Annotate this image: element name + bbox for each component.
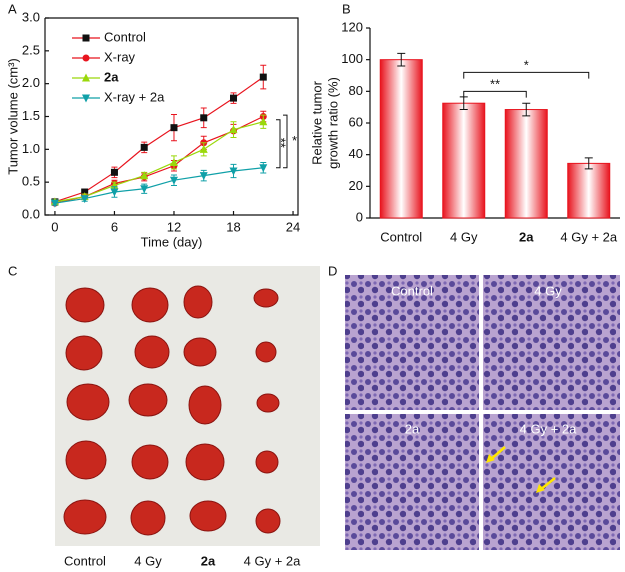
series-line: [54, 76, 264, 203]
marker: [50, 199, 59, 208]
photo-label: 2a: [201, 553, 216, 568]
significance-bracket: [276, 114, 288, 169]
bar: [442, 102, 486, 219]
x-tick-label: 12: [167, 219, 181, 234]
y-axis-label: Tumor volume (cm³): [5, 58, 20, 175]
significance: *: [292, 133, 297, 148]
series-line: [54, 121, 264, 203]
y-tick-label: 0.0: [22, 206, 40, 221]
histology-label: 2a: [405, 421, 420, 436]
y-axis-label: Relative tumor: [309, 80, 324, 164]
y-tick-label: 20: [349, 178, 363, 193]
y-tick-label: 0.5: [22, 174, 40, 189]
marker: [140, 143, 148, 151]
y-tick-label: 120: [341, 19, 363, 34]
marker: [230, 94, 238, 102]
marker: [259, 117, 268, 126]
marker: [110, 168, 118, 176]
y-tick-label: 80: [349, 83, 363, 98]
histology-label: Control: [391, 283, 433, 298]
marker: [259, 164, 268, 173]
y-tick-label: 3.0: [22, 9, 40, 24]
marker: [229, 167, 238, 176]
histology-image: [345, 275, 620, 550]
significance: *: [524, 57, 529, 72]
panel-label: D: [328, 263, 337, 278]
error-bar: [522, 102, 531, 117]
series-line: [54, 167, 264, 204]
histology-label: 4 Gy + 2a: [520, 421, 577, 436]
x-tick-label: 24: [286, 219, 300, 234]
significance: **: [274, 138, 289, 148]
legend-marker: [82, 54, 90, 62]
y-tick-label: 2.5: [22, 42, 40, 57]
marker: [199, 144, 208, 153]
marker: [229, 125, 238, 134]
error-bar: [397, 52, 406, 67]
marker: [80, 195, 89, 204]
legend-marker: [82, 73, 90, 82]
x-tick-label: 4 Gy + 2a: [560, 229, 617, 244]
tumor-photo: [55, 266, 320, 546]
y-tick-label: 100: [341, 51, 363, 66]
significance: **: [490, 76, 500, 91]
bar: [379, 59, 423, 219]
error-bar: [584, 157, 593, 170]
legend-label: X-ray + 2a: [104, 89, 165, 104]
bar: [504, 109, 548, 219]
marker: [200, 114, 208, 122]
panel-label: C: [8, 263, 17, 278]
x-tick-label: 6: [111, 219, 118, 234]
panel-label: A: [8, 1, 17, 16]
x-tick-label: 0: [51, 219, 58, 234]
significance-bracket: [463, 71, 590, 98]
y-axis-label: growth ratio (%): [325, 77, 340, 169]
y-tick-label: 1.5: [22, 108, 40, 123]
x-tick-label: 2a: [519, 229, 534, 244]
y-tick-label: 0: [356, 209, 363, 224]
bar: [567, 162, 611, 219]
legend-label: 2a: [104, 69, 119, 84]
x-tick-label: Control: [380, 229, 422, 244]
marker: [169, 157, 178, 166]
photo-label: 4 Gy: [134, 553, 162, 568]
marker: [81, 188, 89, 196]
marker: [259, 73, 267, 81]
y-tick-label: 2.0: [22, 75, 40, 90]
x-axis-label: Time (day): [141, 234, 203, 249]
y-tick-label: 60: [349, 114, 363, 129]
marker: [110, 188, 119, 197]
legend-marker: [82, 94, 90, 103]
photo-label: 4 Gy + 2a: [244, 553, 301, 568]
marker: [170, 124, 178, 132]
histology-label: 4 Gy: [534, 283, 562, 298]
marker: [140, 171, 149, 180]
legend-label: Control: [104, 29, 146, 44]
photo-label: Control: [64, 553, 106, 568]
y-tick-label: 1.0: [22, 141, 40, 156]
marker: [140, 185, 149, 194]
y-tick-label: 40: [349, 146, 363, 161]
x-tick-label: 4 Gy: [450, 229, 478, 244]
panel-label: B: [342, 1, 351, 16]
marker: [169, 176, 178, 185]
legend-label: X-ray: [104, 49, 136, 64]
legend-marker: [82, 34, 90, 42]
marker: [199, 172, 208, 181]
x-tick-label: 18: [226, 219, 240, 234]
